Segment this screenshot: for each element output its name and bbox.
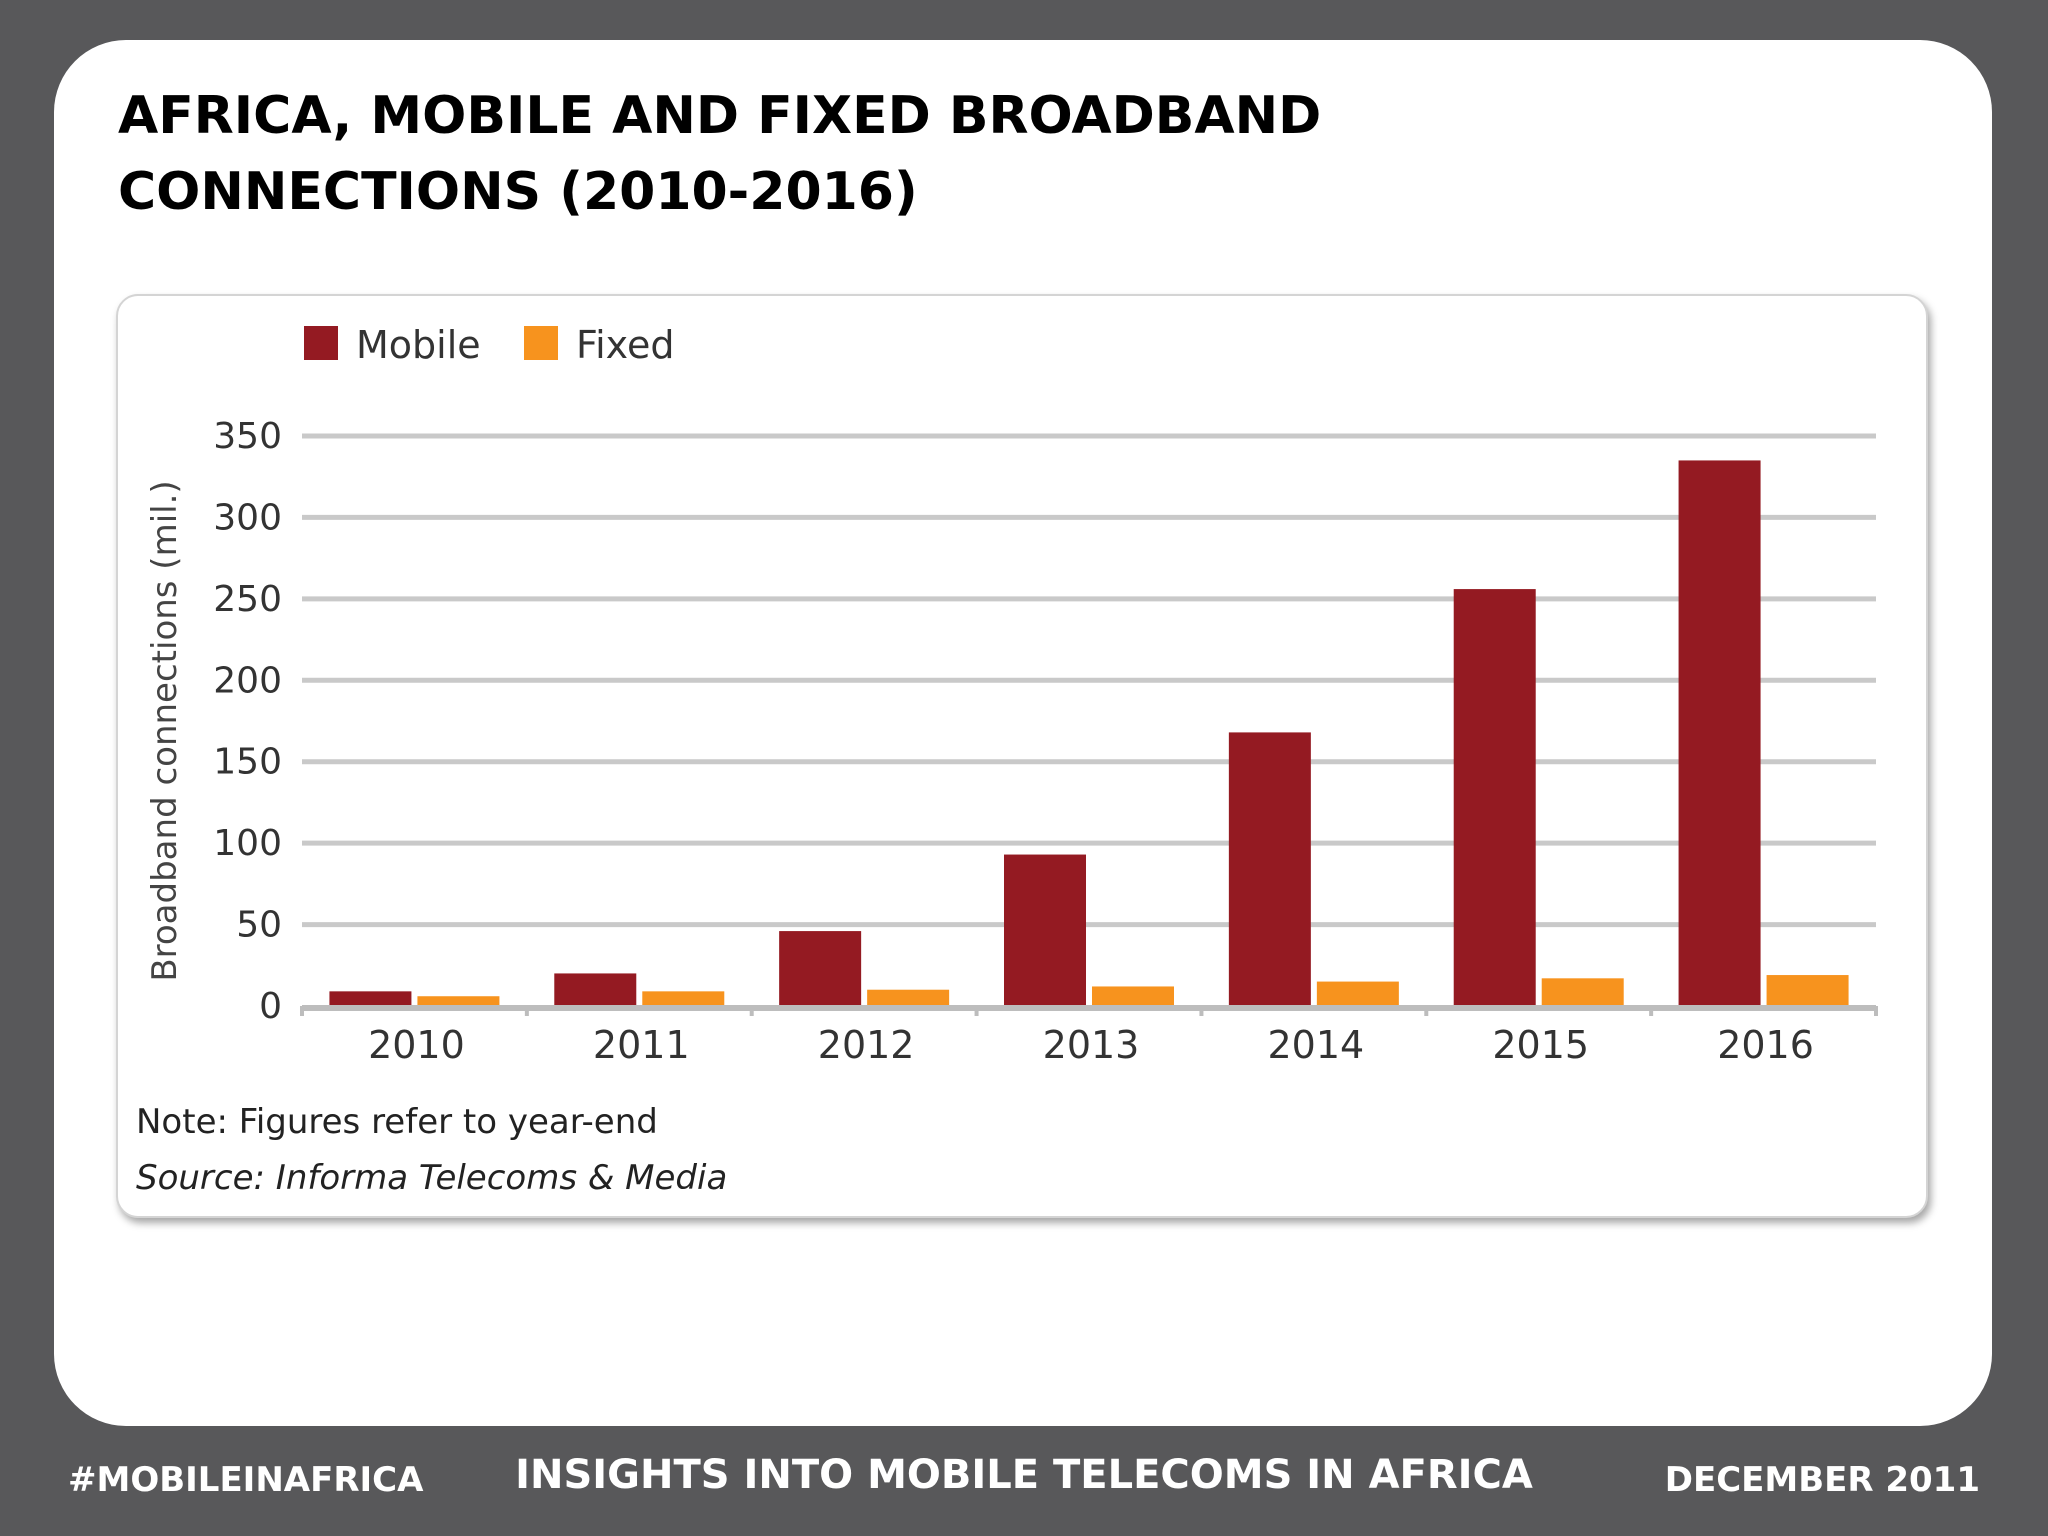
title-line-1: AFRICA, MOBILE AND FIXED BROADBAND bbox=[118, 86, 1322, 146]
y-tick-label-250: 250 bbox=[213, 579, 282, 620]
bar-fixed-2011 bbox=[642, 991, 725, 1006]
grid-lines bbox=[302, 433, 1876, 928]
legend-swatch-fixed bbox=[524, 326, 558, 360]
y-tick-label-300: 300 bbox=[213, 497, 282, 538]
bars bbox=[329, 460, 1849, 1006]
legend-label-mobile: Mobile bbox=[356, 323, 481, 367]
footer-date: DECEMBER 2011 bbox=[1664, 1460, 1980, 1500]
slide-title: AFRICA, MOBILE AND FIXED BROADBAND CONNE… bbox=[118, 78, 1618, 230]
bar-mobile-2015 bbox=[1453, 589, 1536, 1006]
legend-swatch-mobile bbox=[304, 326, 338, 360]
x-tick-label-2010: 2010 bbox=[368, 1023, 465, 1067]
chart-source: Source: Informa Telecoms & Media bbox=[136, 1158, 728, 1198]
bar-fixed-2013 bbox=[1092, 986, 1174, 1006]
bar-fixed-2010 bbox=[417, 996, 500, 1006]
bar-fixed-2016 bbox=[1766, 975, 1849, 1006]
footer-hashtag: #MOBILEINAFRICA bbox=[68, 1460, 424, 1500]
legend: Mobile Fixed bbox=[304, 323, 674, 367]
bar-mobile-2012 bbox=[779, 931, 862, 1006]
x-tick-label-2013: 2013 bbox=[1043, 1023, 1140, 1067]
legend-label-fixed: Fixed bbox=[576, 323, 674, 367]
x-tick-label-2011: 2011 bbox=[593, 1023, 690, 1067]
bar-mobile-2014 bbox=[1228, 732, 1311, 1006]
footer-subtitle: INSIGHTS INTO MOBILE TELECOMS IN AFRICA bbox=[515, 1452, 1533, 1498]
x-tick-label-2015: 2015 bbox=[1492, 1023, 1589, 1067]
bar-chart: 0 50 100 150 200 250 300 350 2010 2011 2012 2013 201… bbox=[145, 323, 1878, 1067]
x-tick-label-2014: 2014 bbox=[1267, 1023, 1364, 1067]
bar-mobile-2013 bbox=[1004, 854, 1086, 1006]
x-tick-label-2016: 2016 bbox=[1717, 1023, 1814, 1067]
y-tick-label-150: 150 bbox=[213, 742, 282, 783]
axes: 0 50 100 150 200 250 300 350 2010 2011 2012 2013 201… bbox=[213, 416, 1878, 1067]
chart-panel bbox=[116, 294, 1928, 1218]
bar-fixed-2015 bbox=[1541, 978, 1624, 1006]
y-tick-label-100: 100 bbox=[213, 823, 282, 864]
x-tick-label-2012: 2012 bbox=[818, 1023, 915, 1067]
bar-fixed-2014 bbox=[1316, 981, 1399, 1006]
bar-fixed-2012 bbox=[867, 989, 950, 1006]
bar-mobile-2010 bbox=[329, 991, 412, 1006]
title-line-2: CONNECTIONS (2010-2016) bbox=[118, 162, 918, 222]
y-tick-label-50: 50 bbox=[236, 905, 282, 946]
y-axis-label: Broadband connections (mil.) bbox=[145, 480, 185, 981]
y-tick-label-0: 0 bbox=[259, 986, 282, 1027]
bar-mobile-2011 bbox=[554, 973, 637, 1006]
y-tick-label-350: 350 bbox=[213, 416, 282, 457]
chart-note: Note: Figures refer to year-end bbox=[136, 1102, 658, 1142]
bar-mobile-2016 bbox=[1678, 460, 1761, 1006]
y-tick-label-200: 200 bbox=[213, 660, 282, 701]
